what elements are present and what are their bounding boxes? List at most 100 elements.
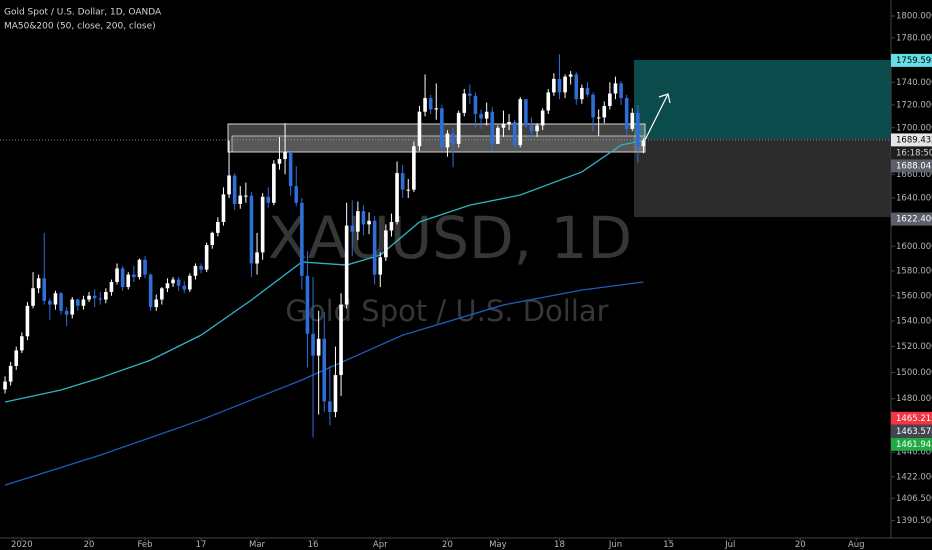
candle-body [300,202,304,276]
watermark-symbol: XAUUSD, 1D [268,204,632,272]
x-tick-label: 20 [84,540,95,550]
candle-body [344,225,349,305]
candle-body [64,310,69,315]
candle-body [272,163,276,203]
long-position-profit-zone [634,60,891,139]
candle-body [182,285,187,290]
candle-body [3,381,7,390]
candle-body [507,122,511,125]
candle-body [524,99,528,126]
x-tick-label: Feb [138,540,153,550]
candle-body [613,83,618,94]
x-tick-label: 20 [442,540,453,550]
candle-body [456,112,461,144]
countdown-label: 16:18:50 [896,148,932,158]
x-tick-label: 15 [663,540,674,550]
candle-body [384,230,388,258]
watermark-description: Gold Spot / U.S. Dollar [285,294,608,328]
price-label: 1759.598 [896,56,932,66]
candle-body [81,299,86,306]
indicator-legend: MA50&200 (50, close, 200, close) [4,22,156,32]
price-label-box [891,437,932,451]
candle-body [624,98,629,129]
price-label-box [891,424,932,438]
y-tick-label: 1700.000 [896,123,932,133]
watermark: XAUUSD, 1D Gold Spot / U.S. Dollar [268,204,632,328]
candle-body [440,108,444,148]
price-label-box [891,133,932,147]
candle-body [434,108,439,110]
candle-body [501,124,506,128]
y-tick-label: 1500.000 [896,368,932,378]
candle-body [395,173,399,222]
candle-body [59,293,63,311]
y-tick-label: 1720.000 [896,100,932,110]
candle-body [48,300,52,305]
candle-body [277,159,282,164]
price-label: 1622.400 [896,215,932,225]
y-tick-label: 1520.000 [896,342,932,352]
candle-body [244,195,248,197]
candle-body [154,299,159,308]
candle-body [188,275,192,290]
candle-body [316,338,321,356]
y-tick-label: 1800.000 [896,12,932,22]
candle-body [602,106,607,118]
y-tick-label: 1560.000 [896,291,932,301]
candle-body [8,365,13,382]
candle-body [42,278,47,301]
x-tick-label: Mar [249,540,266,550]
candle-body [115,268,119,283]
candle-body [608,93,612,107]
candle-body [445,133,450,148]
candle-body [400,173,405,190]
candle-body [132,274,136,278]
candle-body [496,127,500,144]
candle-body [204,245,209,270]
candle-body [339,304,343,376]
candle-body [406,189,411,191]
x-tick-label: Apr [373,540,388,550]
countdown-box [891,146,932,160]
candle-body [20,336,24,351]
candle-body [249,195,254,264]
candle-body [126,274,131,288]
candle-body [546,92,551,111]
candle-body [25,305,30,337]
x-tick-label: May [489,540,507,550]
candle-body [552,78,556,93]
x-tick-label: 17 [196,540,207,550]
chart-title: Gold Spot / U.S. Dollar, 1D, OANDA [4,8,162,18]
candle-body [210,232,215,246]
candle-body [540,110,545,126]
candle-body [328,401,332,412]
candle-body [193,265,198,276]
long-position-loss-zone [634,139,891,217]
price-label-box [891,159,932,173]
candle-body [31,288,35,306]
candle-body [372,220,377,275]
candle-body [585,87,590,95]
candle-body [238,195,243,204]
candle-body [389,221,394,231]
y-tick-label: 1740.000 [896,78,932,88]
candle-body [350,225,355,232]
candle-body [143,259,147,275]
projection-arrow-head [658,93,671,104]
price-label-box [891,411,932,425]
candle-body [423,98,427,112]
candle-body [14,350,19,366]
candle-body [333,375,338,412]
support-zone-inner [231,135,646,153]
candle-body [412,146,416,190]
candle-body [473,95,478,114]
candle-body [563,76,567,93]
candle-body [518,99,523,146]
candle-body [283,152,287,160]
projection-arrow [644,93,669,141]
candle-body [557,78,562,93]
candle-body [266,196,271,203]
x-tick-label: 18 [554,540,565,550]
